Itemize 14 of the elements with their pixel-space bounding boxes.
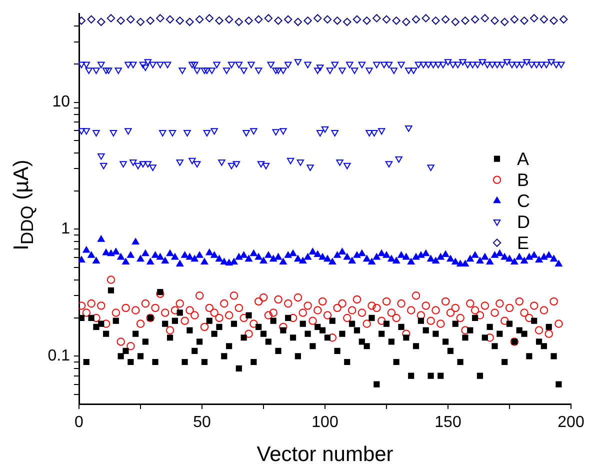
legend-label: C bbox=[517, 190, 530, 211]
x-tick-label: 0 bbox=[74, 414, 84, 432]
legend-label: E bbox=[517, 232, 530, 253]
x-axis-title: Vector number bbox=[256, 443, 394, 466]
legend-label: A bbox=[517, 148, 530, 169]
y-tick-label: 0.1 bbox=[48, 348, 70, 365]
x-tick-label: 200 bbox=[558, 414, 584, 432]
legend-label: D bbox=[517, 212, 530, 232]
y-tick-label: 10 bbox=[52, 94, 70, 111]
y-tick-label: 1 bbox=[61, 220, 70, 238]
legend-label: B bbox=[517, 170, 530, 190]
x-tick-label: 150 bbox=[434, 414, 462, 432]
x-tick-label: 100 bbox=[312, 414, 338, 432]
x-tick-label: 50 bbox=[193, 414, 211, 432]
